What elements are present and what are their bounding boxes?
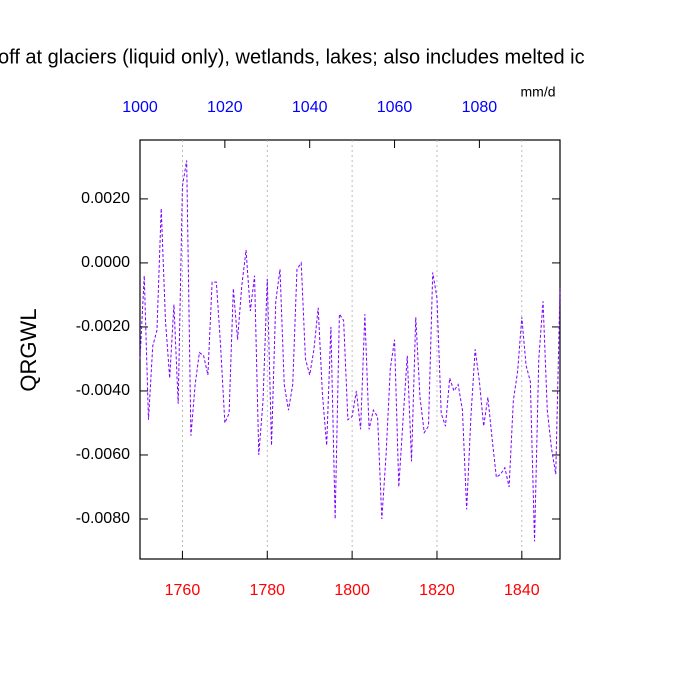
chart-title: off at glaciers (liquid only), wetlands,… [0,46,585,68]
y-tick-label: -0.0020 [76,318,130,335]
y-axis-label: QRGWL [16,308,41,391]
x2-tick-label: 1020 [207,99,243,116]
x-tick-label: 1760 [165,582,201,599]
y-tick-label: 0.0020 [81,190,130,207]
x-tick-label: 1780 [249,582,285,599]
units-label: mm/d [521,84,556,100]
plot-frame [139,139,561,560]
x2-tick-label: 1000 [122,99,158,116]
y-tick-label: 0.0000 [81,254,130,271]
y-tick-label: -0.0060 [76,446,130,463]
x2-tick-label: 1060 [377,99,413,116]
x-tick-label: 1840 [504,582,540,599]
y-tick-label: -0.0080 [76,510,130,527]
x2-tick-label: 1040 [292,99,328,116]
x-tick-label: 1800 [334,582,370,599]
data-line [139,160,561,542]
y-tick-label: -0.0040 [76,382,130,399]
x2-tick-label: 1080 [462,99,498,116]
x-tick-label: 1820 [419,582,455,599]
